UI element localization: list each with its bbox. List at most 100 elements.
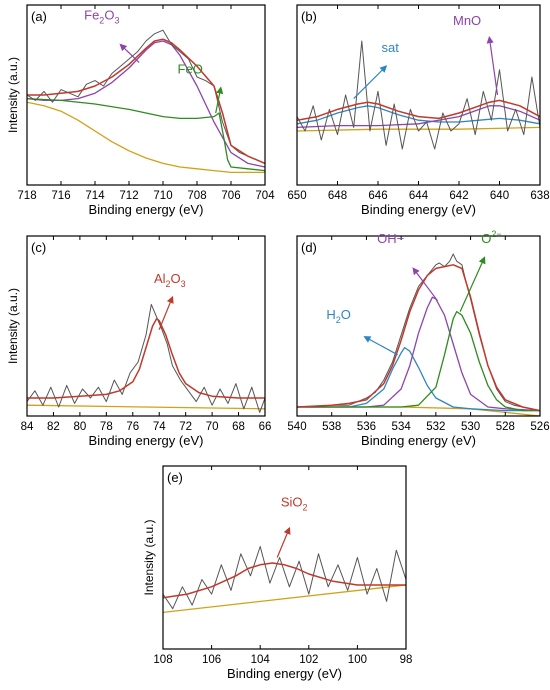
- xtick-label: 714: [85, 190, 105, 202]
- annotation-arrow-a-1: [215, 86, 224, 114]
- xtick-label: 72: [179, 421, 192, 433]
- xtick-label: 536: [357, 421, 376, 433]
- annotation-arrow-b-0: [353, 65, 388, 100]
- xtick-label: 642: [449, 190, 468, 202]
- xtick-label: 102: [299, 654, 318, 666]
- series-d-envelope: [297, 264, 540, 412]
- annotation-d-0-label: OH−: [377, 231, 404, 246]
- series-a-feo: [27, 97, 265, 172]
- series-b-background: [297, 126, 540, 132]
- xtick-label: 532: [426, 421, 445, 433]
- series-d-oh: [297, 296, 540, 412]
- panel-label-c: (c): [31, 240, 46, 255]
- annotation-arrow-b-1: [486, 35, 499, 96]
- series-a-fe2o3: [27, 40, 265, 168]
- plot-frame-c: [26, 235, 266, 417]
- y-axis-title-a: Intensity (a.u.): [6, 57, 20, 133]
- x-axis-title-c: Binding energy (eV): [89, 433, 204, 448]
- x-axis-title-d: Binding energy (eV): [361, 433, 476, 448]
- xtick-label: 526: [530, 421, 549, 433]
- xtick-label: 76: [126, 421, 139, 433]
- xtick-label: 84: [21, 421, 34, 433]
- series-e-envelope: [163, 562, 406, 599]
- xtick-label: 706: [221, 190, 240, 202]
- series-b-envelope: [297, 99, 540, 121]
- x-axis-title-e: Binding energy (eV): [227, 666, 342, 681]
- plot-frame-e: [162, 465, 407, 650]
- plot-frame-b: [296, 4, 541, 186]
- xtick-label: 646: [368, 190, 387, 202]
- xtick-label: 66: [259, 421, 272, 433]
- annotation-b-1-label: MnO: [453, 13, 481, 28]
- annotation-d-2-label: H2O: [326, 307, 351, 325]
- x-axis-title-b: Binding energy (eV): [361, 202, 476, 217]
- plot-frame-a: [26, 4, 266, 186]
- panel-d: 540 538 536 534 532 530 528 526 Binding energy (…: [287, 229, 549, 448]
- series-a-envelope: [27, 38, 265, 165]
- xtick-label: 710: [153, 190, 172, 202]
- xtick-label: 638: [530, 190, 549, 202]
- annotation-arrow-e-0: [276, 526, 291, 558]
- xtick-label: 644: [409, 190, 429, 202]
- annotation-a-1-label: FeO: [178, 61, 203, 76]
- panel-label-a: (a): [31, 9, 47, 24]
- xtick-label: 534: [392, 421, 412, 433]
- xtick-label: 80: [73, 421, 86, 433]
- series-c-raw: [27, 303, 265, 413]
- series-d-o2: [297, 310, 540, 412]
- plot-frame-d: [296, 235, 541, 417]
- series-b-mno: [297, 105, 540, 129]
- xtick-label: 540: [287, 421, 306, 433]
- annotation-a-0-label: Fe2O3: [84, 7, 119, 25]
- annotation-e-0-label: SiO2: [281, 494, 308, 512]
- panel-b: 650 648 646 644 642 640 638 Binding energy (eV)…: [287, 4, 550, 217]
- xtick-label: 98: [400, 654, 413, 666]
- annotation-arrow-d-2: [363, 336, 398, 356]
- xtick-label: 718: [17, 190, 36, 202]
- series-b-raw: [297, 40, 540, 150]
- xtick-label: 640: [490, 190, 509, 202]
- annotation-b-0-label: sat: [381, 40, 399, 55]
- xtick-label: 708: [187, 190, 206, 202]
- xtick-label: 648: [328, 190, 347, 202]
- panel-a: 718 716 714 712 710 708 706 704 Binding energy (…: [6, 4, 275, 217]
- y-axis-title-e: Intensity (a.u.): [142, 519, 156, 595]
- annotation-arrow-a-0: [119, 43, 140, 64]
- y-axis-title-c: Intensity (a.u.): [6, 288, 20, 364]
- xtick-label: 104: [251, 654, 271, 666]
- xtick-label: 528: [496, 421, 515, 433]
- xtick-label: 704: [255, 190, 275, 202]
- annotation-c-0-label: Al2O3: [154, 271, 186, 289]
- xtick-label: 530: [461, 421, 480, 433]
- panel-label-e: (e): [167, 470, 183, 485]
- series-d-raw: [297, 253, 540, 412]
- annotation-d-1-label: O2−: [481, 229, 501, 246]
- annotation-arrow-c-0: [158, 295, 174, 330]
- series-d-h2o: [297, 346, 540, 412]
- series-a-background: [27, 101, 265, 174]
- xtick-label: 68: [232, 421, 245, 433]
- xtick-label: 78: [100, 421, 113, 433]
- xtick-label: 100: [348, 654, 367, 666]
- panel-label-d: (d): [301, 240, 317, 255]
- x-axis-title-a: Binding energy (eV): [89, 202, 204, 217]
- xtick-label: 82: [47, 421, 60, 433]
- series-e-raw: [163, 546, 406, 610]
- annotation-arrow-d-1: [459, 256, 486, 312]
- xtick-label: 712: [119, 190, 138, 202]
- series-c-background: [27, 404, 265, 410]
- series-c-envelope: [27, 318, 265, 399]
- xtick-label: 538: [322, 421, 341, 433]
- annotation-arrow-d-0: [412, 267, 439, 302]
- xtick-label: 650: [287, 190, 306, 202]
- xtick-label: 70: [206, 421, 219, 433]
- panel-label-b: (b): [301, 9, 317, 24]
- xtick-label: 106: [202, 654, 221, 666]
- xtick-label: 74: [153, 421, 166, 433]
- xtick-label: 108: [153, 654, 172, 666]
- series-e-background: [163, 584, 406, 614]
- xtick-label: 716: [51, 190, 70, 202]
- panel-e: 108 106 104 102 100 98 Binding energy (eV) Inte…: [142, 465, 413, 681]
- panel-c: 84 82 80 78 76 74 72 70 68 66 Binding energy (eV) I…: [6, 235, 272, 448]
